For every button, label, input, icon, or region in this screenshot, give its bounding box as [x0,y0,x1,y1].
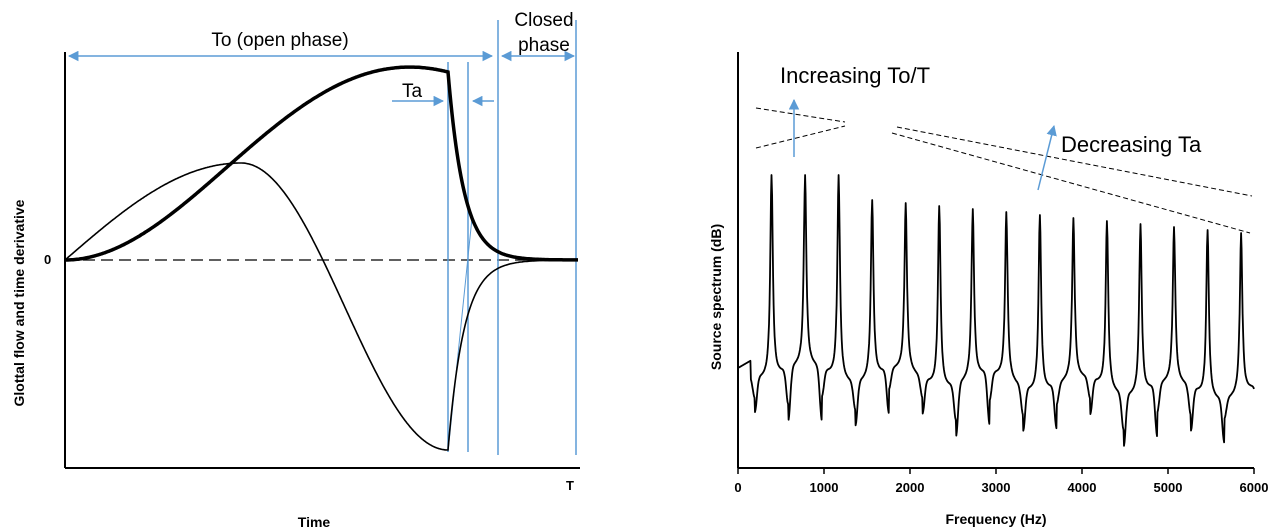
ta-decrease-arrow [1037,124,1057,191]
left-x-axis-label: Time [298,514,331,530]
glottal-chart: 0 T Time Glottal flow and time derivativ… [11,10,580,530]
right-x-tick-label: 3000 [982,480,1011,495]
ta-trend-line-lower [891,132,1251,234]
increasing-to-label: Increasing To/T [780,63,930,88]
ta-label: Ta [402,81,423,102]
left-y-axis-label: Glottal flow and time derivative [11,199,27,406]
to-trend-line-upper [755,107,846,123]
open-phase-label: To (open phase) [211,30,348,51]
flow-derivative-curve [64,162,578,451]
right-x-ticks: 0 1000 2000 3000 4000 5000 6000 [734,468,1268,495]
spectrum-chart: 0 1000 2000 3000 4000 5000 6000 Frequency (Hz)… [708,52,1268,527]
closed-phase-label-2: phase [518,35,570,56]
right-x-tick-label: 1000 [810,480,839,495]
ta-trend-line-upper [896,126,1253,197]
x-tick-T: T [566,478,574,493]
right-x-tick-label: 2000 [896,480,925,495]
source-spectrum-curve [737,174,1255,447]
right-x-tick-label: 4000 [1068,480,1097,495]
closed-phase-label-1: Closed [514,10,573,31]
right-x-tick-label: 0 [734,480,741,495]
right-y-axis-label: Source spectrum (dB) [708,224,724,370]
glottal-flow-curve [65,65,578,262]
decreasing-ta-label: Decreasing Ta [1061,132,1202,157]
right-x-tick-label: 5000 [1154,480,1183,495]
to-trend-line-lower [755,125,846,149]
y-tick-zero: 0 [44,252,51,267]
right-x-tick-label: 6000 [1240,480,1269,495]
right-x-axis-label: Frequency (Hz) [945,511,1046,527]
